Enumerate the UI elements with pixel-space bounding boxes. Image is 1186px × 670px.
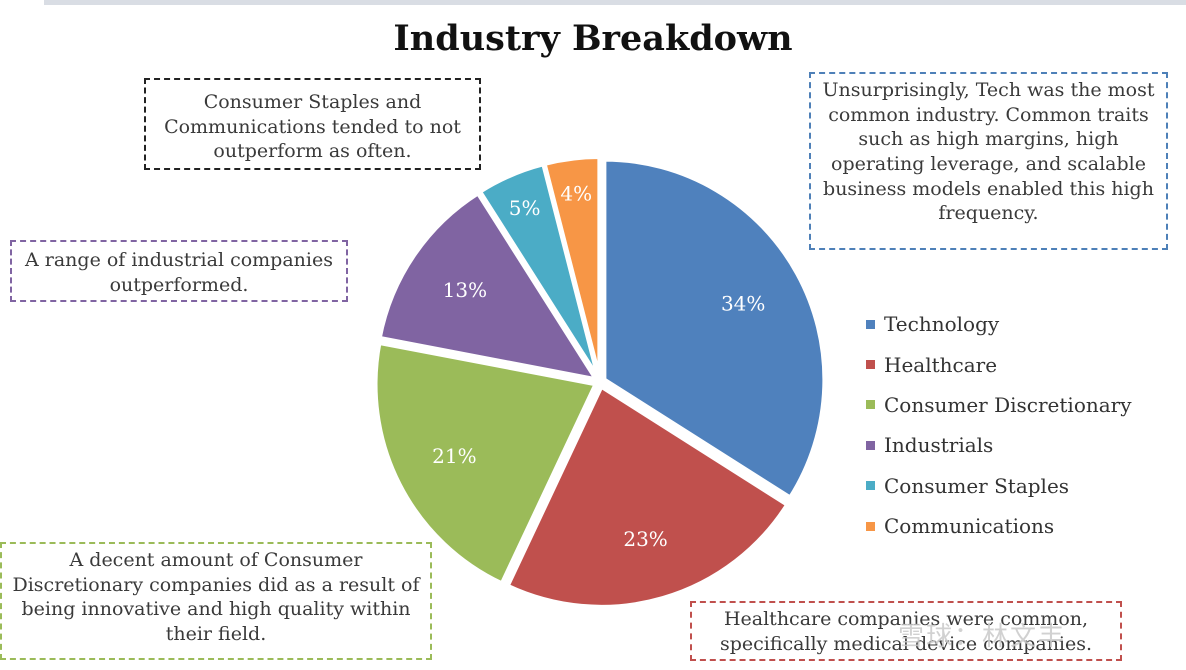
legend-label: Communications — [884, 514, 1055, 539]
annotation-consumer-discretionary: A decent amount of Consumer Discretionar… — [0, 542, 432, 660]
legend-swatch — [866, 360, 875, 370]
data-label-consumer-staples: 5% — [509, 196, 541, 220]
data-label-communications: 4% — [560, 182, 592, 206]
pie-slice-communications — [542, 155, 602, 378]
annotation-consumer-staples: Consumer Staples and Communications tend… — [144, 78, 481, 170]
pie-slice-industrials — [377, 190, 601, 383]
pie-slice-consumer-discretionary — [373, 340, 599, 586]
chart-title: Industry Breakdown — [393, 18, 793, 59]
annotation-healthcare: Healthcare companies were common, specif… — [690, 601, 1122, 661]
pie-slice-technology — [602, 157, 827, 501]
data-label-healthcare: 23% — [623, 527, 667, 551]
legend-item-consumer-staples: Consumer Staples — [866, 466, 1132, 506]
legend-item-communications: Communications — [866, 506, 1132, 546]
top-divider — [44, 0, 1186, 5]
legend: Technology Healthcare Consumer Discretio… — [866, 304, 1132, 546]
legend-swatch — [866, 521, 875, 531]
legend-item-technology: Technology — [866, 304, 1132, 344]
legend-item-industrials: Industrials — [866, 425, 1132, 465]
legend-swatch — [866, 319, 875, 329]
legend-label: Industrials — [884, 433, 994, 458]
legend-item-healthcare: Healthcare — [866, 344, 1132, 384]
pie-slice-healthcare — [505, 383, 790, 609]
legend-label: Healthcare — [884, 352, 998, 377]
data-label-consumer-discretionary: 21% — [432, 444, 476, 468]
legend-item-consumer-discretionary: Consumer Discretionary — [866, 385, 1132, 425]
legend-swatch — [866, 440, 875, 450]
legend-label: Consumer Discretionary — [884, 392, 1132, 417]
legend-label: Consumer Staples — [884, 473, 1070, 498]
data-label-technology: 34% — [721, 291, 765, 315]
watermark: 雪球：林文丰 — [898, 622, 1067, 652]
legend-swatch — [866, 400, 875, 410]
annotation-technology: Unsurprisingly, Tech was the most common… — [809, 72, 1168, 250]
legend-label: Technology — [884, 312, 1000, 337]
annotation-industrials: A range of industrial companies outperfo… — [10, 240, 348, 302]
legend-swatch — [866, 481, 875, 491]
data-label-industrials: 13% — [443, 278, 487, 302]
